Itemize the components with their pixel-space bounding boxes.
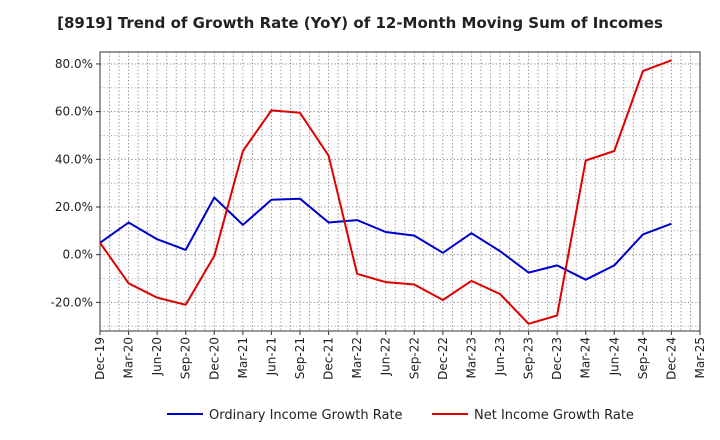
x-tick-label: Dec-19 <box>93 337 107 380</box>
x-tick-label: Sep-22 <box>407 337 421 379</box>
y-tick-label: 0.0% <box>63 248 94 262</box>
y-tick-label: 80.0% <box>55 57 93 71</box>
x-tick-label: Dec-20 <box>207 337 221 380</box>
y-tick-label: 20.0% <box>55 200 93 214</box>
x-tick-label: Jun-22 <box>379 337 393 376</box>
x-tick-label: Sep-20 <box>179 337 193 379</box>
x-tick-label: Dec-21 <box>322 337 336 380</box>
x-tick-label: Dec-23 <box>550 337 564 380</box>
x-tick-label: Mar-22 <box>350 337 364 378</box>
x-tick-label: Jun-20 <box>150 337 164 376</box>
legend-label: Ordinary Income Growth Rate <box>209 408 403 423</box>
x-tick-label: Sep-21 <box>293 337 307 379</box>
y-tick-label: 60.0% <box>55 105 93 119</box>
x-tick-label: Mar-24 <box>579 337 593 378</box>
series-line-net-income <box>99 59 672 325</box>
x-tick-label: Jun-21 <box>264 337 278 376</box>
x-tick-label: Mar-21 <box>236 337 250 378</box>
x-tick-label: Dec-24 <box>664 337 678 380</box>
x-tick-label: Mar-23 <box>464 337 478 378</box>
x-tick-label: Sep-24 <box>636 337 650 379</box>
y-tick-label: -20.0% <box>51 295 93 309</box>
x-tick-label: Jun-24 <box>607 337 621 376</box>
x-tick-label: Mar-20 <box>122 337 136 378</box>
chart-title: [8919] Trend of Growth Rate (YoY) of 12-… <box>57 14 663 32</box>
x-tick-label: Dec-22 <box>436 337 450 380</box>
legend-label: Net Income Growth Rate <box>474 408 634 423</box>
series-line-ordinary-income <box>99 196 672 281</box>
x-tick-label: Sep-23 <box>522 337 536 379</box>
x-tick-label: Jun-23 <box>493 337 507 376</box>
y-tick-label: 40.0% <box>55 152 93 166</box>
plot-frame <box>99 51 701 332</box>
x-tick-label: Mar-25 <box>693 337 707 378</box>
